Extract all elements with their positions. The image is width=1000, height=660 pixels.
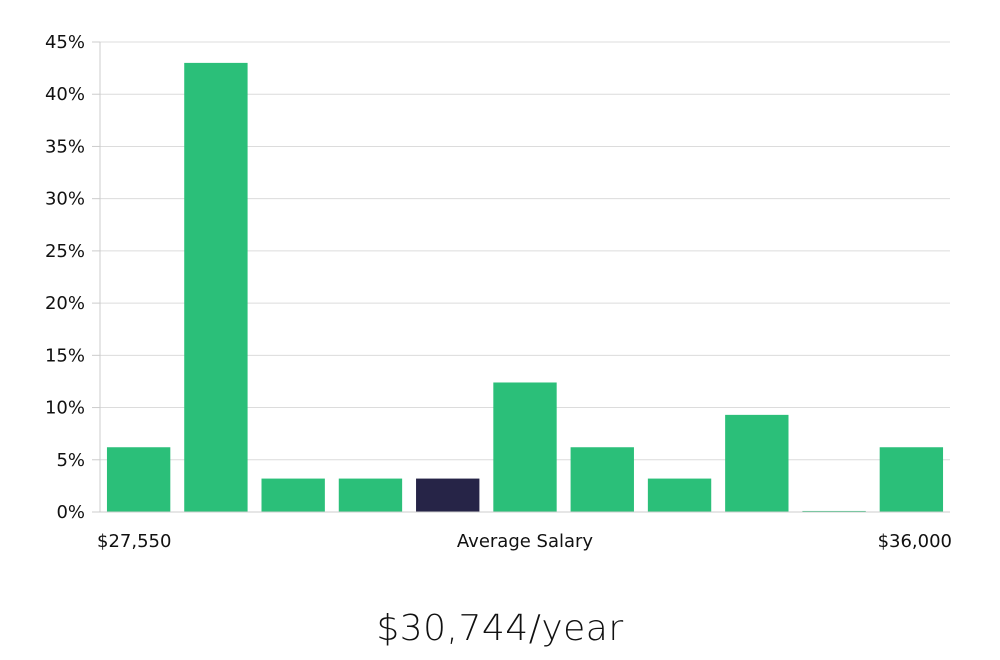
bar bbox=[647, 478, 712, 512]
bar-highlighted bbox=[416, 478, 480, 512]
bar bbox=[184, 62, 248, 513]
y-tick-label: 45% bbox=[45, 32, 85, 53]
bar bbox=[879, 447, 944, 512]
salary-histogram: 0% 5% 10% 15% 20% 25% 30% 35% 40% 45% $27,550 Ave… bbox=[45, 32, 952, 552]
y-axis-ticks: 0% 5% 10% 15% 20% 25% 30% 35% 40% 45% bbox=[45, 32, 100, 523]
bar bbox=[725, 414, 789, 512]
y-tick-label: 0% bbox=[56, 502, 85, 523]
bar bbox=[802, 510, 866, 512]
bar bbox=[493, 382, 557, 512]
x-axis-title: Average Salary bbox=[457, 531, 594, 552]
y-tick-label: 10% bbox=[45, 398, 85, 419]
bar bbox=[261, 478, 325, 512]
bars bbox=[106, 62, 944, 513]
y-tick-label: 40% bbox=[45, 84, 85, 105]
bar bbox=[338, 478, 403, 512]
y-tick-label: 15% bbox=[45, 345, 85, 366]
x-min-label: $27,550 bbox=[97, 531, 171, 552]
bar bbox=[570, 447, 634, 512]
y-tick-label: 30% bbox=[45, 189, 85, 210]
x-max-label: $36,000 bbox=[878, 531, 952, 552]
y-tick-label: 35% bbox=[45, 136, 85, 157]
y-tick-label: 25% bbox=[45, 241, 85, 262]
y-tick-label: 20% bbox=[45, 293, 85, 314]
bar bbox=[106, 447, 171, 512]
average-salary-headline: $30,744/year bbox=[376, 608, 624, 649]
y-tick-label: 5% bbox=[56, 450, 85, 471]
